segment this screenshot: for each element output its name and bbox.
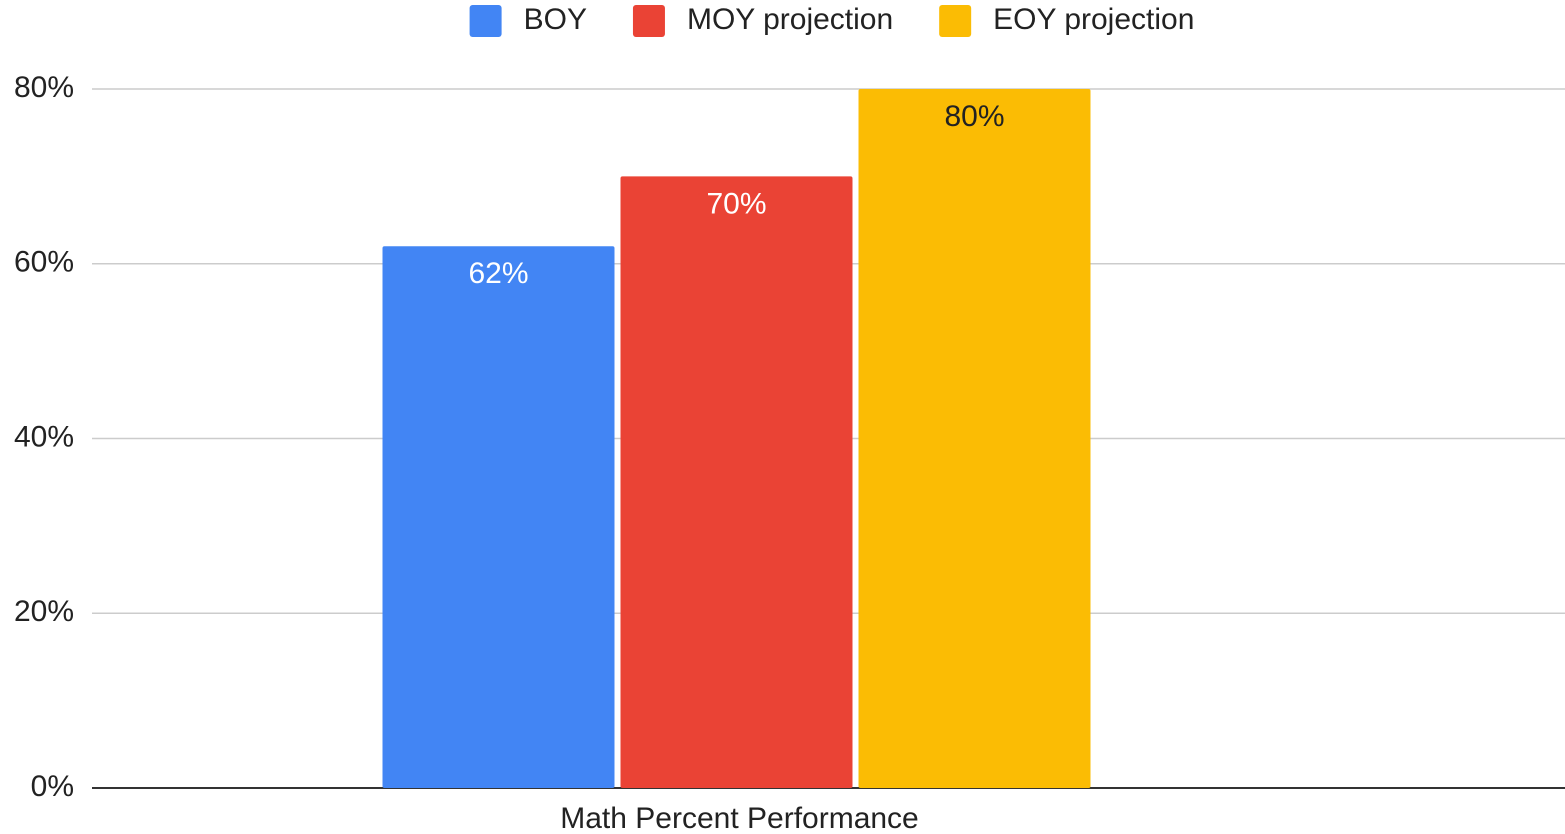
legend-swatch (469, 5, 502, 37)
data-label: 80% (944, 100, 1004, 133)
y-tick-label: 80% (14, 71, 74, 104)
y-tick-label: 60% (14, 246, 74, 279)
bar (382, 246, 615, 788)
x-tick-label: Math Percent Performance (560, 802, 919, 834)
legend-label: BOY (524, 3, 587, 36)
y-tick-label: 40% (14, 420, 74, 453)
bar (620, 176, 853, 788)
legend-swatch (632, 5, 665, 37)
data-label: 62% (468, 257, 528, 290)
legend-swatch (939, 5, 972, 37)
data-label: 70% (706, 187, 766, 220)
y-tick-label: 0% (31, 770, 74, 803)
legend-label: EOY projection (993, 3, 1194, 36)
bar (858, 89, 1091, 788)
legend-label: MOY projection (687, 3, 893, 36)
y-tick-label: 20% (14, 595, 74, 628)
